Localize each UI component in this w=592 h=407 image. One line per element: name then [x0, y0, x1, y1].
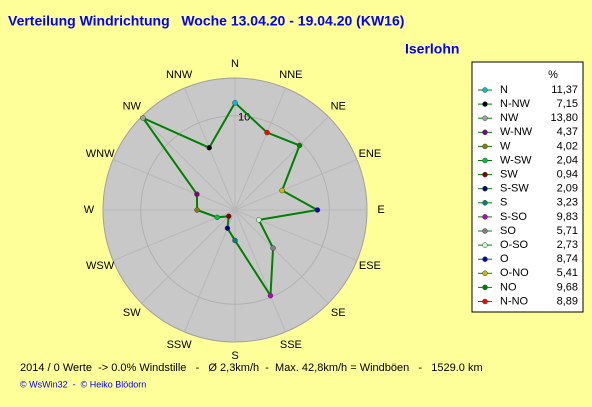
wind-point	[314, 207, 321, 213]
legend-marker	[482, 129, 488, 136]
legend-name: SO	[500, 225, 516, 237]
legend-marker	[482, 87, 488, 93]
legend-value: 11,37	[551, 84, 578, 96]
legend-name: SW	[500, 169, 518, 181]
direction-label: SE	[331, 307, 346, 319]
legend-marker	[482, 242, 488, 248]
wind-point	[296, 142, 303, 149]
wind-point	[214, 214, 220, 221]
legend-marker	[482, 101, 488, 107]
direction-label: NW	[123, 101, 142, 113]
legend-name: S	[500, 197, 507, 209]
legend-marker	[482, 228, 488, 234]
direction-label: W	[84, 204, 95, 216]
spoke	[234, 116, 329, 211]
wind-point	[140, 115, 146, 121]
spoke	[234, 209, 329, 304]
legend-value: 9,68	[557, 281, 578, 293]
direction-label: ENE	[359, 148, 382, 160]
r-tick-label: 10	[238, 112, 250, 124]
legend-value: 0,94	[557, 169, 578, 181]
wind-point	[194, 191, 200, 197]
direction-label: ESE	[359, 260, 381, 272]
legend-marker	[482, 143, 488, 150]
legend-value: 9,83	[557, 211, 578, 223]
legend-name: W	[500, 140, 511, 152]
legend-value: 8,89	[557, 295, 578, 307]
legend-value: 2,04	[557, 154, 578, 166]
direction-label: SW	[123, 307, 141, 319]
direction-label: S	[231, 350, 238, 362]
legend-marker	[482, 298, 488, 305]
legend-marker	[482, 284, 488, 291]
wind-point	[206, 144, 212, 151]
legend-name: NW	[500, 112, 519, 124]
legend-value: 5,71	[557, 225, 578, 237]
legend-name: W-SW	[500, 154, 532, 166]
direction-label: E	[377, 204, 384, 216]
legend-value: 3,23	[557, 197, 578, 209]
legend-value: 4,37	[557, 126, 578, 138]
footer: 2014 / 0 Werte -> 0.0% Windstille - Ø 2,…	[20, 362, 483, 374]
legend-marker	[482, 157, 488, 164]
legend-value: 8,74	[557, 253, 578, 265]
spoke	[234, 87, 286, 211]
grid-ring	[140, 115, 330, 305]
legend-value: 5,41	[557, 267, 578, 279]
legend-marker	[482, 256, 488, 262]
direction-label: N	[231, 58, 239, 70]
wind-point	[279, 187, 285, 194]
legend-value: 13,80	[550, 112, 578, 124]
wind-point	[232, 100, 238, 106]
chart-title: Verteilung Windrichtung Woche 13.04.20 -…	[8, 13, 404, 29]
wind-point	[225, 213, 232, 220]
legend-marker	[482, 171, 488, 178]
legend-name: S-SO	[500, 211, 527, 223]
legend-value: 2,09	[557, 183, 578, 195]
wind-point	[264, 129, 270, 136]
spoke	[141, 116, 236, 211]
wind-point	[256, 217, 262, 223]
direction-label: NE	[331, 101, 346, 113]
legend-name: S-SW	[500, 183, 529, 195]
legend-value: 7,15	[557, 98, 578, 110]
direction-label: NNW	[166, 69, 193, 81]
legend-marker	[482, 115, 488, 121]
legend-name: O-NO	[500, 267, 529, 279]
direction-label: SSE	[280, 339, 302, 351]
direction-label: WSW	[86, 260, 115, 272]
legend-header: %	[548, 69, 558, 81]
legend-value: 4,02	[557, 140, 578, 152]
spoke	[141, 209, 236, 304]
spoke	[112, 209, 236, 261]
wind-point	[194, 207, 200, 213]
legend-name: O-SO	[500, 239, 529, 251]
legend-marker	[482, 185, 488, 192]
legend-name: N-NW	[500, 98, 531, 110]
wind-point	[224, 225, 231, 231]
spoke	[234, 209, 286, 333]
legend-name: O	[500, 253, 509, 265]
location: Iserlohn	[405, 41, 459, 57]
wind-point	[267, 292, 274, 299]
wind-point	[270, 245, 276, 251]
legend-marker	[482, 270, 488, 277]
direction-label: NNE	[279, 69, 302, 81]
spoke	[234, 159, 358, 211]
legend-marker	[482, 200, 488, 206]
legend-name: N	[500, 84, 508, 96]
credit: © WsWin32 - © Heiko Blödorn	[20, 379, 146, 389]
legend-value: 2,73	[557, 239, 578, 251]
direction-label: SSW	[167, 339, 193, 351]
spoke	[234, 209, 358, 261]
direction-label: WNW	[86, 148, 115, 160]
legend-marker	[482, 214, 488, 220]
legend-name: N-NO	[500, 295, 529, 307]
wind-point	[232, 237, 238, 244]
legend-name: W-NW	[500, 126, 533, 138]
legend-name: NO	[500, 281, 517, 293]
spoke	[112, 159, 236, 211]
